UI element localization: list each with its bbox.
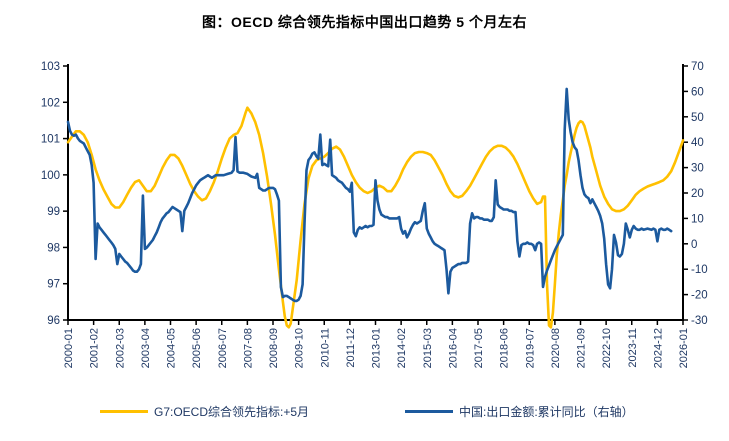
left-axis-tick-label: 96 [47, 315, 60, 327]
left-axis-tick-label: 100 [41, 170, 60, 182]
left-axis-tick-label: 98 [47, 242, 60, 254]
right-axis-tick-label: 40 [691, 137, 704, 149]
right-axis-tick-label: 10 [691, 213, 704, 225]
right-axis-tick-label: 0 [691, 239, 697, 251]
right-axis-tick-label: -20 [691, 290, 708, 302]
x-axis-tick-label: 2024-12 [652, 328, 664, 368]
left-axis-tick-label: 101 [41, 134, 60, 146]
right-axis-tick-label: 70 [691, 61, 704, 73]
x-axis-tick-label: 2021-09 [576, 328, 588, 368]
left-axis-tick-label: 102 [41, 97, 60, 109]
x-axis-tick-label: 2007-08 [242, 328, 254, 368]
left-axis-tick-label: 103 [41, 61, 60, 73]
left-axis-tick-label: 97 [47, 279, 60, 291]
x-axis-tick-label: 2005-06 [191, 328, 203, 368]
legend-label-china: 中国:出口金额:累计同比（右轴） [459, 404, 634, 419]
x-axis-tick-label: 2008-09 [268, 328, 280, 368]
x-axis-tick-label: 2019-07 [524, 328, 536, 368]
x-axis-tick-label: 2022-10 [601, 328, 613, 368]
right-axis-tick-label: -30 [691, 315, 708, 327]
x-axis-tick-label: 2023-11 [627, 328, 639, 368]
x-axis-tick-label: 2026-01 [678, 328, 690, 368]
x-axis-tick-label: 2006-07 [217, 328, 229, 368]
x-axis-tick-label: 2016-04 [447, 328, 459, 368]
right-axis-tick-label: -10 [691, 264, 708, 276]
x-axis-tick-label: 2015-03 [422, 328, 434, 368]
x-axis-tick-label: 2020-08 [550, 328, 562, 368]
chart-title: 图：OECD 综合领先指标中国出口趋势 5 个月左右 [202, 14, 527, 30]
x-axis-tick-label: 2011-12 [345, 328, 357, 368]
legend-item-china-exports: 中国:出口金额:累计同比（右轴） [405, 403, 634, 419]
right-axis-tick-label: 50 [691, 112, 704, 124]
legend-item-g7-cli: G7:OECD综合领先指标:+5月 [100, 403, 309, 419]
right-axis-tick-label: 60 [691, 86, 704, 98]
x-axis-tick-label: 2001-02 [89, 328, 101, 368]
x-axis-tick-label: 2014-02 [396, 328, 408, 368]
x-axis-tick-label: 2010-11 [319, 328, 331, 368]
x-axis-tick-label: 2004-05 [166, 328, 178, 368]
x-axis-tick-label: 2000-01 [63, 328, 75, 368]
right-axis-tick-label: 20 [691, 188, 704, 200]
g7-cli-line [66, 106, 685, 329]
x-axis-tick-label: 2003-04 [140, 328, 152, 368]
x-axis-tick-label: 2013-01 [371, 328, 383, 368]
x-axis-tick-label: 2017-05 [473, 328, 485, 368]
china-line-swatch [405, 409, 453, 413]
left-axis-tick-label: 99 [47, 206, 60, 218]
legend-label-g7: G7:OECD综合领先指标:+5月 [154, 404, 310, 419]
x-axis-tick-label: 2002-03 [114, 328, 126, 368]
g7-line-swatch [100, 409, 148, 413]
x-axis-tick-label: 2018-06 [499, 328, 511, 368]
x-axis-tick-label: 2009-10 [294, 328, 306, 368]
china-exports-line [66, 87, 673, 303]
right-axis-tick-label: 30 [691, 163, 704, 175]
